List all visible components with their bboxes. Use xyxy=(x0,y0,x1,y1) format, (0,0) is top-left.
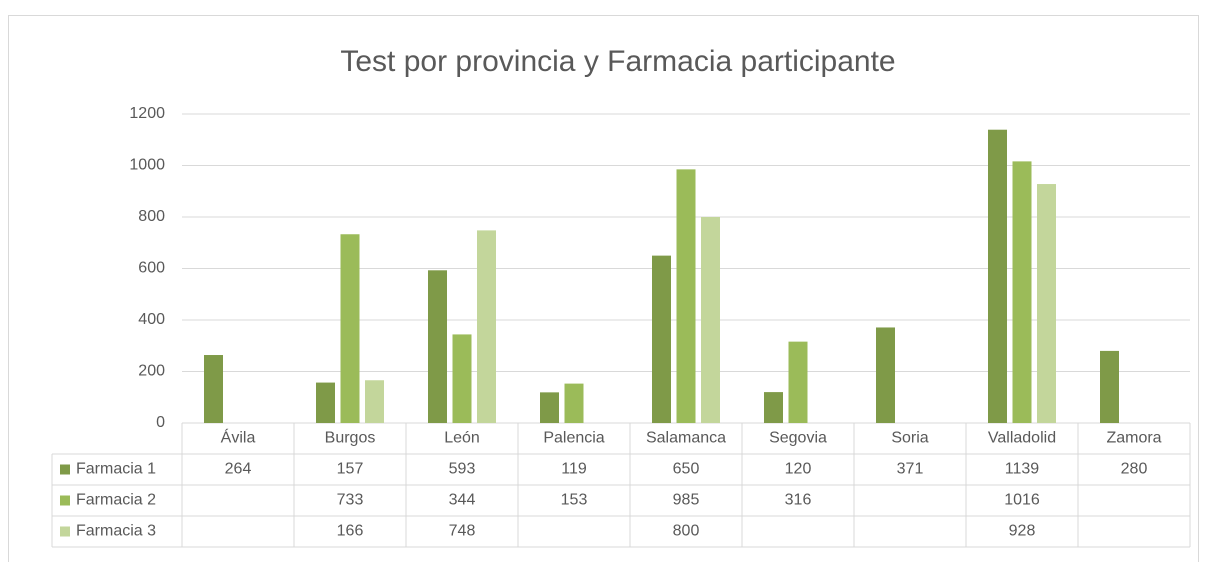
table-value: 344 xyxy=(449,492,476,509)
bar xyxy=(452,334,472,423)
table-value: 120 xyxy=(785,461,812,478)
x-tick-label: Burgos xyxy=(325,430,376,447)
legend-label: Farmacia 2 xyxy=(76,492,156,509)
bar xyxy=(316,382,335,423)
chart-title: Test por provincia y Farmacia participan… xyxy=(340,45,895,78)
bar xyxy=(340,234,360,423)
table-value: 153 xyxy=(561,492,588,509)
bar xyxy=(365,380,384,423)
legend-swatch xyxy=(60,464,70,475)
bar xyxy=(1100,350,1119,423)
y-tick-label: 600 xyxy=(138,260,165,277)
table-value: 316 xyxy=(785,492,812,509)
x-tick-label: Palencia xyxy=(543,430,604,447)
bar xyxy=(988,129,1007,423)
y-tick-label: 800 xyxy=(138,208,165,225)
bar xyxy=(477,230,496,423)
y-tick-label: 400 xyxy=(138,311,165,328)
bar xyxy=(564,383,584,423)
table-value: 985 xyxy=(673,492,700,509)
bar xyxy=(204,355,223,423)
y-tick-label: 1200 xyxy=(129,105,165,122)
table-value: 650 xyxy=(673,461,700,478)
table-value: 264 xyxy=(225,461,252,478)
x-tick-label: Salamanca xyxy=(646,430,726,447)
table-value: 371 xyxy=(897,461,924,478)
table-value: 1139 xyxy=(1005,461,1040,478)
table-value: 119 xyxy=(561,461,587,478)
table-value: 733 xyxy=(337,492,364,509)
legend-swatch xyxy=(60,495,70,506)
bar xyxy=(788,341,808,423)
table-value: 800 xyxy=(673,523,700,540)
x-tick-label: Ávila xyxy=(221,428,256,447)
bar xyxy=(652,255,671,423)
table-value: 748 xyxy=(449,523,476,540)
table-value: 157 xyxy=(337,461,364,478)
x-tick-label: Valladolid xyxy=(988,430,1056,447)
x-tick-label: Segovia xyxy=(769,430,827,447)
y-tick-label: 200 xyxy=(138,363,165,380)
table-value: 593 xyxy=(449,461,476,478)
bar xyxy=(676,169,696,423)
bar xyxy=(876,327,895,423)
y-tick-label: 1000 xyxy=(129,157,165,174)
bar xyxy=(428,270,447,423)
x-tick-label: León xyxy=(444,430,480,447)
legend-label: Farmacia 3 xyxy=(76,523,156,540)
table-value: 166 xyxy=(337,523,364,540)
bar xyxy=(764,392,783,423)
chart-frame xyxy=(8,15,1199,562)
x-tick-label: Soria xyxy=(891,430,928,447)
y-tick-label: 0 xyxy=(156,414,165,431)
bar xyxy=(1037,184,1056,423)
legend-label: Farmacia 1 xyxy=(76,461,156,478)
bar xyxy=(540,392,559,423)
legend-swatch xyxy=(60,526,70,537)
table-value: 1016 xyxy=(1004,492,1040,509)
bar xyxy=(1012,161,1032,423)
bar xyxy=(701,217,720,423)
x-tick-label: Zamora xyxy=(1106,430,1161,447)
table-value: 280 xyxy=(1121,461,1148,478)
table-value: 928 xyxy=(1009,523,1036,540)
